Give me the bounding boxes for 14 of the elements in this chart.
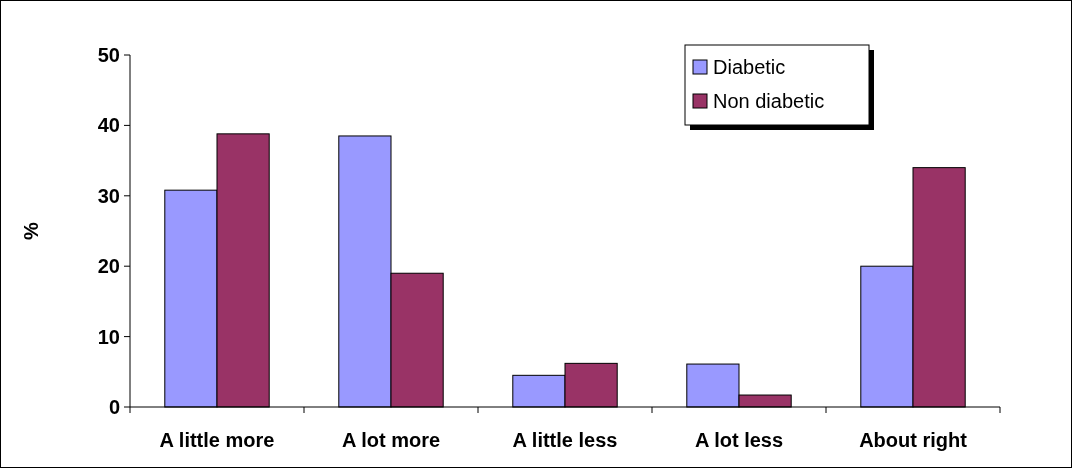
x-tick-label: About right: [859, 429, 968, 451]
x-tick-label: A little more: [159, 429, 275, 451]
y-tick-label: 40: [97, 114, 120, 137]
legend-label: Diabetic: [713, 56, 786, 78]
x-tick-label: A lot less: [694, 429, 784, 451]
x-tick-label: A lot more: [341, 429, 441, 451]
y-tick-label: 0: [108, 396, 120, 418]
x-tick-label: A little less: [512, 429, 618, 451]
y-tick-label: 50: [97, 44, 120, 66]
y-tick-label: 30: [97, 184, 120, 207]
y-tick-label: 20: [97, 255, 120, 278]
y-axis-title: %: [20, 221, 42, 240]
legend-label: Non diabetic: [713, 90, 825, 112]
y-tick-label: 10: [97, 325, 120, 348]
